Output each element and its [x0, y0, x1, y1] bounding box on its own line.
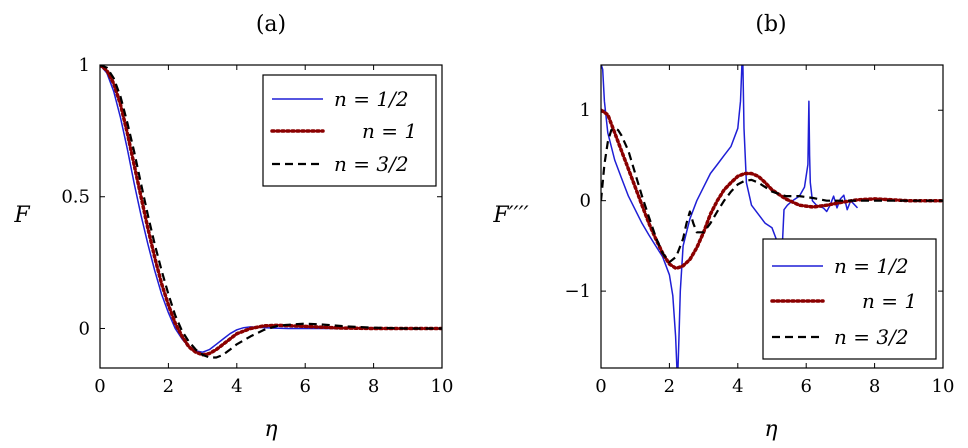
- panel-b-xtick-label-0: 0: [595, 376, 606, 397]
- panel-a-series: [100, 65, 442, 359]
- panel-a-label: (a): [256, 12, 286, 37]
- panel-b-legend-label-1: n = 1: [862, 289, 917, 313]
- panel-b-xtick-label-4: 8: [869, 376, 880, 397]
- panel-b-xtick-label-5: 10: [932, 376, 955, 397]
- panel-a-ytick-label-0: 0: [79, 318, 90, 339]
- panel-a-xtick-label-5: 10: [431, 376, 454, 397]
- panel-b-series: [601, 65, 943, 368]
- panel-b-ytick-label-2: 1: [580, 100, 591, 121]
- panel-a-ytick-label-1: 0.5: [61, 187, 90, 208]
- panel-b-xlabel: η: [764, 417, 777, 442]
- panel-b-xticks: 0 2 4 6 8 10: [595, 65, 954, 397]
- panel-b-series-1: [601, 108, 943, 271]
- panel-b-xtick-label-3: 6: [800, 376, 811, 397]
- panel-b-legend-label-0: n = 1/2: [834, 254, 909, 278]
- panel-a-series-2: [100, 65, 442, 359]
- panel-b-legend-box: [762, 238, 937, 360]
- panel-a-legend-label-0: n = 1/2: [334, 87, 409, 111]
- panel-b-ylabel: F′′′′: [492, 203, 528, 228]
- panel-a-ylabel: F: [13, 203, 30, 228]
- panel-a: (a) F η 0 2 4 6 8 10 0 0.5 1 n = 1/2 n = 1 n = …: [13, 12, 453, 442]
- panel-a-axes-frame: [99, 64, 443, 369]
- panel-b-series-2: [601, 127, 943, 264]
- panel-a-legend: n = 1/2 n = 1 n = 3/2: [262, 74, 437, 187]
- panel-a-xtick-label-1: 2: [163, 376, 174, 397]
- panel-a-ytick-label-2: 1: [79, 55, 90, 76]
- panel-b-ytick-label-0: −1: [564, 281, 591, 302]
- panel-b: (b) F′′′′ η 0 2 4 6 8 10 −1 0 1 n = 1/2 n = 1 n…: [492, 12, 954, 442]
- panel-b-label: (b): [755, 12, 786, 37]
- panel-a-xlabel: η: [264, 417, 277, 442]
- panel-b-ytick-label-1: 0: [580, 191, 591, 212]
- panel-b-legend: n = 1/2 n = 1 n = 3/2: [762, 238, 937, 360]
- panel-a-legend-label-1: n = 1: [362, 119, 417, 143]
- panel-a-xtick-label-0: 0: [94, 376, 105, 397]
- panel-b-legend-label-2: n = 3/2: [834, 325, 909, 349]
- panel-a-xtick-label-3: 6: [299, 376, 310, 397]
- panel-b-xtick-label-1: 2: [664, 376, 675, 397]
- panel-a-xtick-label-2: 4: [231, 376, 242, 397]
- panel-a-xtick-label-4: 8: [368, 376, 379, 397]
- panel-b-axes-frame: [600, 64, 944, 369]
- panel-b-xtick-label-2: 4: [732, 376, 743, 397]
- panel-a-legend-label-2: n = 3/2: [334, 152, 409, 176]
